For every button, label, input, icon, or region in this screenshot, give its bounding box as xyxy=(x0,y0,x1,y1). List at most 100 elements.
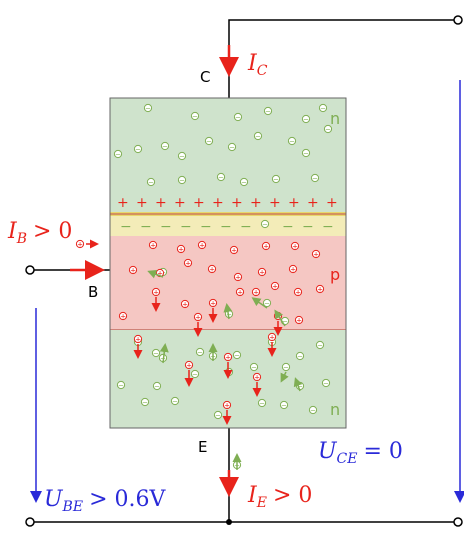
electron-sign: − xyxy=(135,146,141,154)
electron-sign: − xyxy=(289,138,295,146)
electron xyxy=(113,149,123,159)
electron-sign: − xyxy=(153,350,159,358)
electron xyxy=(213,410,223,420)
hole xyxy=(261,241,271,251)
junction-dot xyxy=(226,519,232,525)
base-current-label: IB > 0 xyxy=(7,219,72,247)
electron xyxy=(257,398,267,408)
electron xyxy=(177,151,187,161)
terminal-bottom-left xyxy=(25,517,35,527)
electron xyxy=(281,362,291,372)
hole xyxy=(229,245,239,255)
electron-sign: − xyxy=(310,407,316,415)
electron xyxy=(233,112,243,122)
electron-drift-arrow xyxy=(274,309,286,327)
electron xyxy=(318,103,328,113)
electron xyxy=(232,350,242,360)
svg-text:+: + xyxy=(250,195,262,211)
hole-sign: + xyxy=(209,266,215,274)
hole-sign: + xyxy=(295,289,301,297)
electron xyxy=(140,397,150,407)
svg-text:−: − xyxy=(140,219,152,235)
hole xyxy=(315,284,325,294)
electron-sign: − xyxy=(317,342,323,350)
hole-sign: + xyxy=(253,289,259,297)
collector-current-label: IC xyxy=(247,51,268,79)
hole xyxy=(288,264,298,274)
electron xyxy=(239,177,249,187)
hole-sign: + xyxy=(254,374,260,382)
electron xyxy=(279,400,289,410)
hole xyxy=(128,265,138,275)
electron-sign: − xyxy=(115,151,121,159)
electron xyxy=(152,381,162,391)
n-depletion-top xyxy=(110,200,346,212)
electron xyxy=(227,142,237,152)
svg-text:+: + xyxy=(326,195,338,211)
hole xyxy=(148,240,158,250)
electron xyxy=(271,174,281,184)
terminal-base xyxy=(25,265,35,275)
electron-drift-arrow xyxy=(223,303,233,320)
electron-sign: − xyxy=(282,318,288,326)
hole-sign: + xyxy=(199,242,205,250)
electron-sign: − xyxy=(303,116,309,124)
n-region-bottom xyxy=(110,330,346,428)
region-label-mid: p xyxy=(330,265,340,284)
hole-sign: + xyxy=(135,336,141,344)
svg-text:−: − xyxy=(160,219,172,235)
electron-sign: − xyxy=(235,114,241,122)
hole xyxy=(294,315,304,325)
svg-text:−: − xyxy=(200,219,212,235)
svg-text:+: + xyxy=(212,195,224,211)
electron-sign: − xyxy=(283,364,289,372)
hole-sign: + xyxy=(225,354,231,362)
hole-sign: + xyxy=(237,289,243,297)
hole xyxy=(235,287,245,297)
electron-sign: − xyxy=(145,105,151,113)
svg-text:+: + xyxy=(269,195,281,211)
electron xyxy=(295,351,305,361)
electron-sign: − xyxy=(192,371,198,379)
electron-sign: − xyxy=(148,179,154,187)
electron-sign: − xyxy=(255,133,261,141)
electron xyxy=(133,144,143,154)
hole xyxy=(257,267,267,277)
electron-sign: − xyxy=(142,399,148,407)
carrier-motion-arrows xyxy=(86,239,303,470)
electron-sign: − xyxy=(215,412,221,420)
collector-terminal-label: C xyxy=(200,68,210,86)
electron-sign: − xyxy=(320,105,326,113)
electron xyxy=(204,136,214,146)
electron-sign: − xyxy=(172,398,178,406)
electron-sign: − xyxy=(226,369,232,377)
electron-drift-arrow xyxy=(159,343,169,364)
svg-text:+: + xyxy=(136,195,148,211)
hole xyxy=(176,244,186,254)
emitter-current-label: IE > 0 xyxy=(247,483,312,511)
electron-sign: − xyxy=(259,400,265,408)
hole-sign: + xyxy=(296,317,302,325)
hole xyxy=(184,360,194,370)
svg-text:+: + xyxy=(193,195,205,211)
hole xyxy=(118,311,128,321)
hole xyxy=(290,241,300,251)
n-region-top xyxy=(110,98,346,200)
electron xyxy=(190,369,200,379)
electron xyxy=(146,177,156,187)
hole-sign: + xyxy=(182,301,188,309)
hole-sign: + xyxy=(185,260,191,268)
hole xyxy=(233,272,243,282)
electron xyxy=(253,131,263,141)
hole-sign: + xyxy=(150,242,156,250)
svg-text:+: + xyxy=(307,195,319,211)
svg-text:−: − xyxy=(220,219,232,235)
electron xyxy=(177,175,187,185)
hole-sign: + xyxy=(153,289,159,297)
hole xyxy=(208,298,218,308)
electron-sign: − xyxy=(251,364,257,372)
svg-text:−: − xyxy=(322,219,334,235)
hole-sign: + xyxy=(157,270,163,278)
hole-sign: + xyxy=(77,241,83,249)
